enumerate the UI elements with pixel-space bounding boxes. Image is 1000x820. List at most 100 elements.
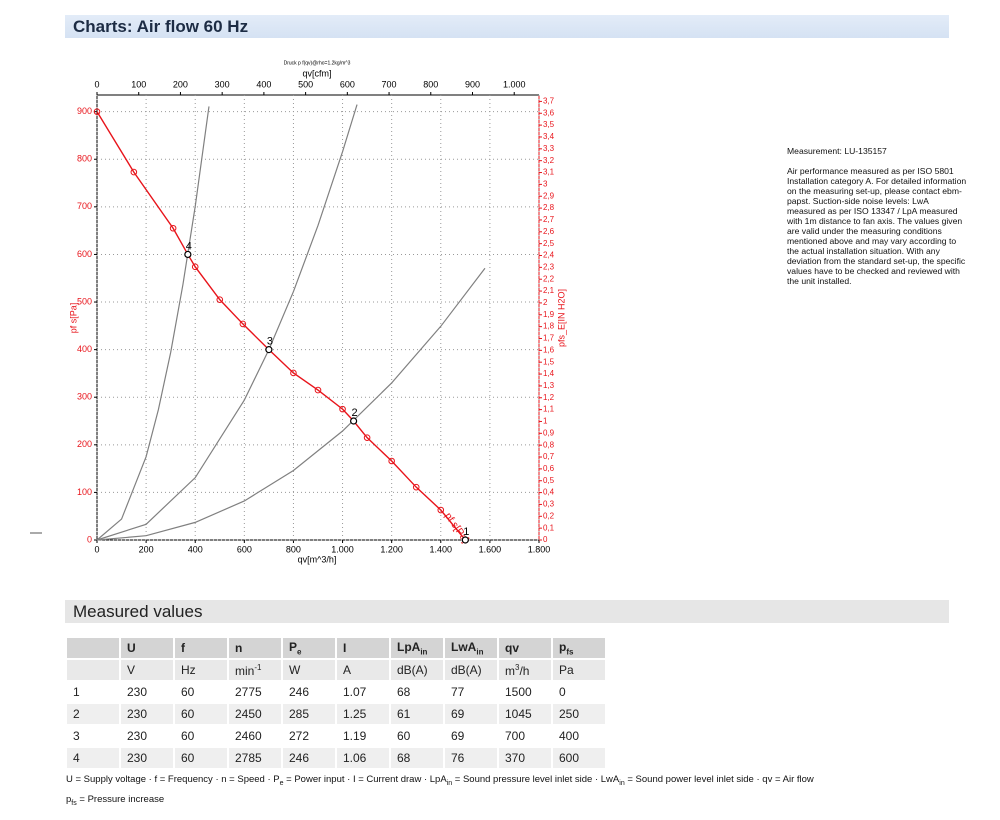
x2-tick-label: 400 <box>256 79 271 89</box>
y2-tick-label: 3,7 <box>543 97 555 106</box>
table-cell: 3 <box>65 724 121 748</box>
table-cell: 230 <box>119 702 175 726</box>
footnote-text: in <box>446 779 453 787</box>
x2-tick-label: 0 <box>94 79 99 89</box>
y2-tick-label: 3,1 <box>543 168 555 177</box>
table-cell: 246 <box>281 680 337 704</box>
table-cell: 1.25 <box>335 702 391 726</box>
cell-text: 60 <box>181 685 195 699</box>
cell-text: 61 <box>397 707 411 721</box>
y2-tick-label: 0,5 <box>543 476 555 485</box>
y2-tick-label: 3,2 <box>543 156 555 165</box>
y2-tick-label: 2,1 <box>543 286 555 295</box>
x2-tick-label: 700 <box>382 79 397 89</box>
cell-text: 1.19 <box>343 729 367 743</box>
y2-tick-label: 3,6 <box>543 108 555 117</box>
cell-text: 230 <box>127 707 148 721</box>
table-row: 1 230 60 2775 246 1.07 68 77 1500 0 <box>65 680 607 704</box>
table-cell: Pa <box>551 658 607 682</box>
table-cell: 1.19 <box>335 724 391 748</box>
x2-tick-label: 900 <box>465 79 480 89</box>
cell-text: 2785 <box>235 751 262 765</box>
y2-tick-label: 1,8 <box>543 322 555 331</box>
cell-text: qv <box>505 641 520 655</box>
cell-text: 69 <box>451 707 465 721</box>
cell-text: 1.25 <box>343 707 367 721</box>
y2-tick-label: 0,1 <box>543 523 555 532</box>
table-cell: 0 <box>551 680 607 704</box>
x-tick-label: 1.800 <box>528 544 551 554</box>
cell-text: 0 <box>559 685 566 699</box>
cell-text: 285 <box>289 707 310 721</box>
cell-text: U <box>127 641 136 655</box>
table-cell: 2775 <box>227 680 283 704</box>
cell-text: 230 <box>127 685 148 699</box>
table-cell: 370 <box>497 746 553 770</box>
series-line <box>96 267 486 541</box>
section-title: Charts: Air flow 60 Hz <box>65 15 949 38</box>
y2-tick-label: 0,2 <box>543 511 555 520</box>
cell-text: 272 <box>289 729 310 743</box>
cell-text: 68 <box>397 751 411 765</box>
point-marker <box>339 405 346 413</box>
cell-text: fs <box>566 647 574 657</box>
y2-tick-label: 0,7 <box>543 452 555 461</box>
table-row: 3 230 60 2460 272 1.19 60 69 700 400 <box>65 724 607 748</box>
y2-tick-label: 3,3 <box>543 144 555 153</box>
cell-text: 77 <box>451 685 465 699</box>
table-cell: dB(A) <box>443 658 499 682</box>
section-title: Measured values <box>65 600 949 623</box>
operating-point <box>184 250 192 259</box>
cell-text: dB(A) <box>451 663 482 677</box>
cell-text: 60 <box>397 729 411 743</box>
table-cell: V <box>119 658 175 682</box>
cell-text: 370 <box>505 751 526 765</box>
table-cell: pfs <box>551 636 607 660</box>
table-cell: 4 <box>65 746 121 770</box>
operating-point-label: 2 <box>352 407 358 419</box>
cell-text: 60 <box>181 729 195 743</box>
cell-text: 600 <box>559 751 580 765</box>
y-tick-label: 500 <box>77 296 92 306</box>
cell-text: in <box>420 647 428 657</box>
cell-text: -1 <box>254 662 262 672</box>
y2-tick-label: 2,7 <box>543 215 555 224</box>
operating-point <box>350 417 358 425</box>
point-marker <box>388 457 395 465</box>
x-tick-label: 0 <box>94 544 99 554</box>
cell-text: 230 <box>127 751 148 765</box>
point-marker <box>363 434 371 441</box>
table-cell: 69 <box>443 724 499 748</box>
y2-tick-label: 0,6 <box>543 464 555 473</box>
cell-text: p <box>559 639 567 654</box>
operating-point-label: 3 <box>267 336 273 348</box>
table-cell: Pe <box>281 636 337 660</box>
footnote-line: U = Supply voltage · f = Frequency · n =… <box>66 772 814 792</box>
table-cell: 1.06 <box>335 746 391 770</box>
cell-text: W <box>289 663 301 677</box>
point-marker <box>437 506 445 514</box>
cell-text: Hz <box>181 663 196 677</box>
cell-text: A <box>343 663 352 677</box>
cell-text: 2775 <box>235 685 262 699</box>
y2-tick-label: 0,8 <box>543 440 555 449</box>
x-tick-label: 800 <box>286 544 301 554</box>
y2-tick-label: 2,2 <box>543 274 555 283</box>
x2-tick-label: 600 <box>340 79 355 89</box>
point-marker <box>314 386 322 394</box>
cell-text: 1.06 <box>343 751 367 765</box>
cell-text: 1500 <box>505 685 532 699</box>
cell-text: e <box>297 647 302 657</box>
table-cell: n <box>227 636 283 660</box>
x-tick-label: 1.400 <box>430 544 453 554</box>
x2-tick-label: 1.000 <box>503 79 526 89</box>
table-cell: Hz <box>173 658 229 682</box>
cell-text: 60 <box>181 707 195 721</box>
y2-tick-label: 1,1 <box>543 405 555 414</box>
point-marker <box>130 168 138 176</box>
cell-text: n <box>235 641 243 655</box>
table-cell: 400 <box>551 724 607 748</box>
